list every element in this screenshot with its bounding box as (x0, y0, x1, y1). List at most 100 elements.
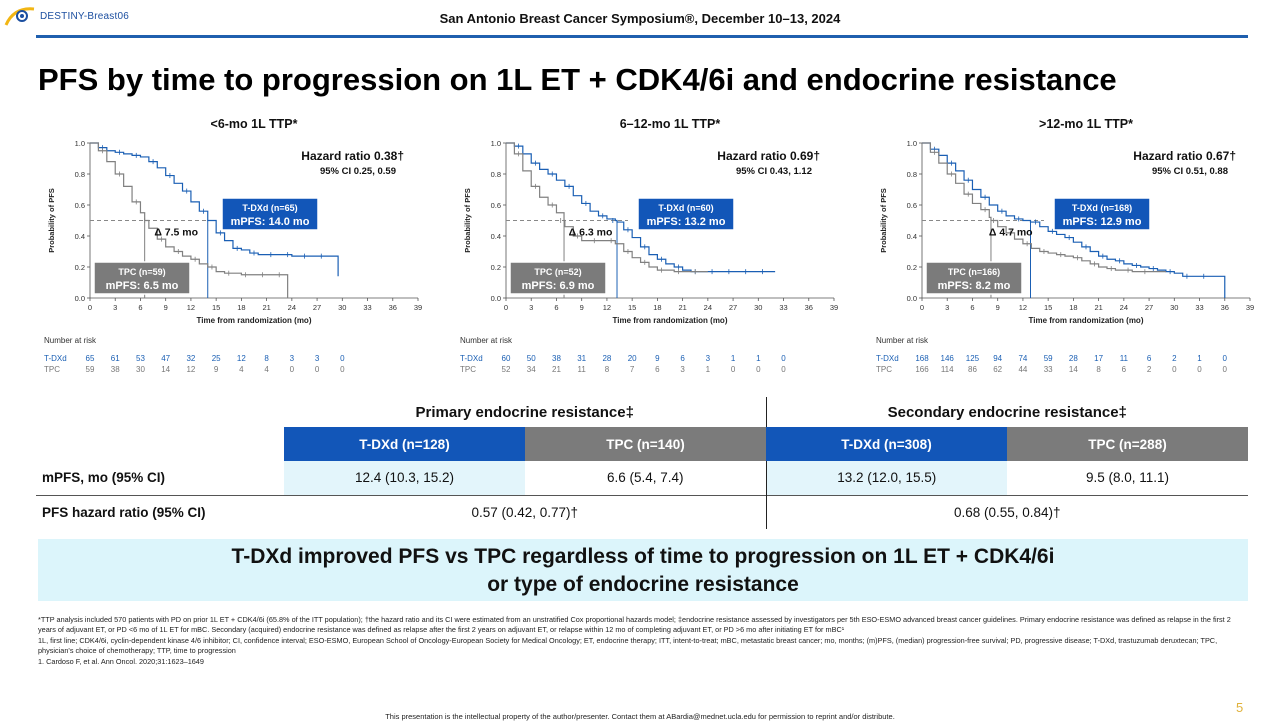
delta-median-label: Δ 4.7 mo (989, 227, 1033, 239)
cell-mpfs-tdxd-primary: 12.4 (10.3, 15.2) (284, 461, 525, 495)
x-tick-label: 6 (138, 303, 142, 312)
x-tick-label: 30 (1170, 303, 1178, 312)
y-tick-label: 0.2 (491, 263, 501, 272)
y-axis-label: Probability of PFS (463, 188, 472, 253)
number-at-risk-title: Number at risk (876, 336, 929, 345)
x-tick-label: 36 (805, 303, 813, 312)
x-tick-label: 9 (996, 303, 1000, 312)
x-tick-label: 36 (389, 303, 397, 312)
risk-value: 166 (915, 365, 929, 374)
ci-label: 95% CI 0.51, 0.88 (1152, 166, 1228, 177)
chart-subtitle: <6-mo 1L TTP* (211, 117, 298, 131)
tpc-median-label: mPFS: 6.5 mo (106, 280, 179, 292)
y-axis-label: Probability of PFS (879, 188, 888, 253)
y-tick-label: 0.2 (907, 263, 917, 272)
ci-label: 95% CI 0.43, 1.12 (736, 166, 812, 177)
risk-value: 17 (1094, 354, 1104, 363)
risk-row-label: TPC (876, 365, 892, 374)
y-tick-label: 0.6 (491, 201, 501, 210)
risk-row-label: TPC (44, 365, 60, 374)
conference-label: San Antonio Breast Cancer Symposium®, De… (439, 11, 841, 26)
x-tick-label: 18 (653, 303, 661, 312)
risk-value: 59 (85, 365, 95, 374)
destiny-logo: DESTINY-Breast06 (4, 5, 129, 27)
tpc-series-label: TPC (n=166) (948, 267, 1000, 277)
y-tick-label: 0.0 (907, 294, 917, 303)
risk-value: 61 (110, 354, 120, 363)
slide-header: DESTINY-Breast06 San Antonio Breast Canc… (0, 0, 1280, 40)
tdxd-label-box (221, 197, 319, 231)
y-tick-label: 1.0 (75, 139, 85, 148)
km-panel-lt6mo: <6-mo 1L TTP* 0.0 0.2 0.4 0.6 0.8 1.0 0 3 6 9 12 15 1… (44, 112, 444, 384)
risk-value: 3 (680, 365, 685, 374)
risk-value: 14 (161, 365, 171, 374)
footnote-reference: 1. Cardoso F, et al. Ann Oncol. 2020;31:… (38, 656, 204, 666)
risk-value: 0 (730, 365, 736, 374)
risk-value: 74 (1018, 354, 1028, 363)
risk-value: 0 (781, 365, 786, 374)
y-tick-label: 0.0 (491, 294, 501, 303)
x-tick-label: 9 (164, 303, 168, 312)
risk-value: 3 (314, 354, 320, 363)
risk-value: 0 (289, 365, 295, 374)
col-header-tpc-primary: TPC (n=140) (525, 427, 766, 461)
hazard-ratio-label: Hazard ratio 0.67† (1133, 149, 1236, 163)
risk-value: 7 (629, 365, 635, 374)
tpc-series-label: TPC (n=59) (118, 267, 165, 277)
footnote-abbrev-2: 1L, first line; CDK4/6i, cyclin-dependen… (38, 635, 1218, 656)
risk-value: 6 (1121, 365, 1127, 374)
delta-median-label: Δ 6.3 mo (569, 227, 613, 239)
y-tick-label: 0.4 (491, 232, 501, 241)
tdxd-km-curve (90, 142, 339, 277)
risk-value: 0 (1197, 365, 1202, 374)
number-at-risk-table: Number at risk T-DXd 65 61 53 47 32 25 12 8 3 3 0 TPC… (44, 336, 444, 384)
x-tick-label: 18 (237, 303, 245, 312)
x-tick-label: 6 (554, 303, 558, 312)
risk-row-label: T-DXd (876, 354, 899, 363)
y-tick-label: 0.8 (907, 170, 917, 179)
y-tick-label: 0.2 (75, 263, 85, 272)
risk-value: 14 (1068, 365, 1078, 374)
secondary-resistance-header: Secondary endocrine resistance‡ (765, 397, 1248, 427)
cell-hr-secondary: 0.68 (0.55, 0.84)† (765, 494, 1248, 529)
risk-value: 125 (965, 354, 980, 363)
chart-subtitle: >12-mo 1L TTP* (1039, 117, 1133, 131)
risk-value: 30 (136, 365, 145, 374)
risk-value: 60 (501, 354, 511, 363)
risk-value: 0 (781, 354, 786, 363)
tpc-km-curve (90, 142, 289, 298)
takeaway-box: T-DXd improved PFS vs TPC regardless of … (38, 539, 1248, 601)
x-tick-label: 12 (1019, 303, 1027, 312)
tpc-label-box (925, 261, 1023, 295)
risk-value: 0 (340, 365, 345, 374)
x-tick-label: 0 (920, 303, 924, 312)
risk-value: 34 (526, 365, 536, 374)
chart-subtitle: 6–12-mo 1L TTP* (620, 117, 721, 131)
tpc-series-label: TPC (n=52) (534, 267, 581, 277)
risk-value: 0 (1222, 354, 1227, 363)
x-tick-label: 15 (628, 303, 636, 312)
tdxd-label-box (637, 197, 735, 231)
x-tick-label: 6 (970, 303, 974, 312)
x-tick-label: 9 (580, 303, 584, 312)
y-tick-label: 0.6 (75, 201, 85, 210)
x-tick-label: 27 (313, 303, 321, 312)
x-tick-label: 3 (945, 303, 949, 312)
risk-value: 38 (552, 354, 561, 363)
y-tick-label: 0.6 (907, 201, 917, 210)
cell-mpfs-tpc-primary: 6.6 (5.4, 7.4) (606, 470, 684, 486)
x-tick-label: 15 (1044, 303, 1052, 312)
risk-value: 11 (577, 365, 586, 374)
slide-title: PFS by time to progression on 1L ET + CD… (38, 62, 1117, 97)
cell-mpfs-tpc-secondary: 9.5 (8.0, 11.1) (1085, 470, 1170, 486)
x-axis-label: Time from randomization (mo) (197, 316, 312, 325)
takeaway-line-1: T-DXd improved PFS vs TPC regardless of … (231, 545, 1055, 568)
row-label-hr: PFS hazard ratio (95% CI) (36, 494, 284, 529)
logo-text: DESTINY-Breast06 (40, 10, 129, 22)
x-tick-label: 12 (187, 303, 195, 312)
tdxd-median-label: mPFS: 13.2 mo (647, 216, 726, 228)
risk-value: 86 (968, 365, 977, 374)
risk-value: 47 (161, 354, 171, 363)
x-tick-label: 39 (830, 303, 838, 312)
tpc-median-label: mPFS: 6.9 mo (522, 280, 595, 292)
